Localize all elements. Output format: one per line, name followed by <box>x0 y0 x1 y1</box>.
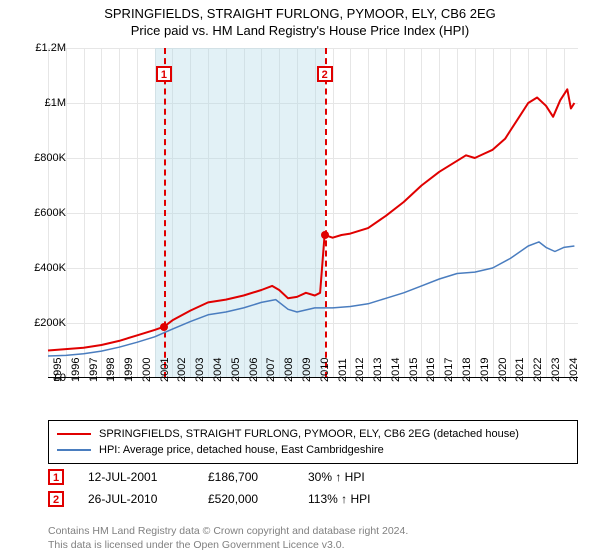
sale-price: £186,700 <box>208 470 308 484</box>
sale-date: 26-JUL-2010 <box>88 492 208 506</box>
sale-price: £520,000 <box>208 492 308 506</box>
chart-title: SPRINGFIELDS, STRAIGHT FURLONG, PYMOOR, … <box>0 6 600 21</box>
footer-line: This data is licensed under the Open Gov… <box>48 538 408 552</box>
sale-marker-icon: 1 <box>48 469 64 485</box>
legend-item: HPI: Average price, detached house, East… <box>57 442 569 458</box>
legend-item: SPRINGFIELDS, STRAIGHT FURLONG, PYMOOR, … <box>57 426 569 442</box>
sales-table: 1 12-JUL-2001 £186,700 30% ↑ HPI 2 26-JU… <box>48 466 428 510</box>
sales-row: 1 12-JUL-2001 £186,700 30% ↑ HPI <box>48 466 428 488</box>
chart-title-block: SPRINGFIELDS, STRAIGHT FURLONG, PYMOOR, … <box>0 0 600 38</box>
legend-swatch <box>57 449 91 451</box>
legend-label: HPI: Average price, detached house, East… <box>99 444 384 456</box>
footer-line: Contains HM Land Registry data © Crown c… <box>48 524 408 538</box>
footer-attribution: Contains HM Land Registry data © Crown c… <box>48 524 408 552</box>
chart-subtitle: Price paid vs. HM Land Registry's House … <box>0 23 600 38</box>
sale-marker-icon: 2 <box>48 491 64 507</box>
legend-swatch <box>57 433 91 435</box>
sale-date: 12-JUL-2001 <box>88 470 208 484</box>
sale-pct: 30% ↑ HPI <box>308 470 428 484</box>
legend: SPRINGFIELDS, STRAIGHT FURLONG, PYMOOR, … <box>48 420 578 464</box>
legend-label: SPRINGFIELDS, STRAIGHT FURLONG, PYMOOR, … <box>99 428 519 440</box>
plot-area <box>48 48 578 378</box>
sales-row: 2 26-JUL-2010 £520,000 113% ↑ HPI <box>48 488 428 510</box>
sale-pct: 113% ↑ HPI <box>308 492 428 506</box>
